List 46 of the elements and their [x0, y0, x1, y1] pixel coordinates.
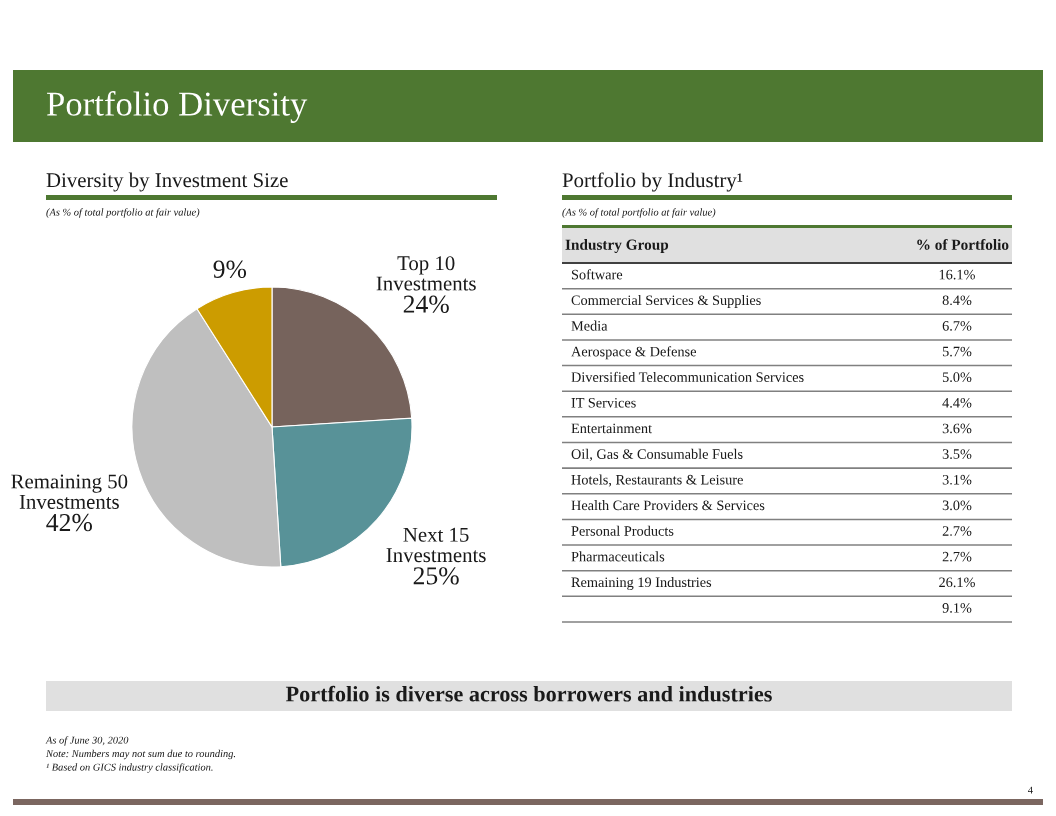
data-label: 16.1% [939, 269, 975, 280]
data-label: 9.1% [942, 603, 972, 613]
text: As of June 30, 2020 [45, 736, 129, 746]
category-label: Entertainment [571, 423, 652, 434]
data-label: 8.4% [942, 295, 972, 306]
data-label: 5.0% [942, 372, 972, 383]
text: % of Portfolio [917, 238, 1009, 250]
data-label: 3.6% [942, 423, 972, 434]
category-label: Software [571, 269, 623, 280]
text: ¹ Based on GICS industry classification. [46, 763, 213, 773]
data-label: 3.0% [942, 500, 972, 511]
data-label: 25% [413, 567, 459, 585]
category-label: Health Care Providers & Services [571, 500, 765, 511]
category-label: Media [571, 320, 608, 331]
text: Portfolio by Industry¹ [562, 172, 743, 192]
data-label: 42% [46, 513, 92, 532]
category-label: Pharmaceuticals [571, 551, 665, 562]
data-label: 9% [213, 260, 247, 278]
text: Portfolio is diverse across borrowers and industries [285, 685, 772, 702]
category-label: Commercial Services & Supplies [571, 294, 761, 308]
category-label: Aerospace & Defense [571, 346, 697, 360]
text: Portfolio Diversity [47, 91, 308, 123]
category-label: IT Services [571, 397, 636, 408]
slice-label: Remaining 50 Investments [11, 474, 128, 509]
text: Industry Group [565, 239, 669, 253]
category-label: Diversified Telecommunication Services [571, 371, 804, 382]
data-label: 6.7% [942, 321, 972, 331]
category-label: Personal Products [571, 525, 674, 536]
category-label: Oil, Gas & Consumable Fuels [571, 448, 743, 461]
slice-label: Next 15 Investments [386, 527, 486, 563]
data-label: 2.7% [942, 551, 972, 562]
data-label: 2.7% [942, 526, 972, 536]
data-label: 3.1% [942, 474, 972, 485]
data-label: 24% [403, 295, 449, 313]
text: (As % of total portfolio at fair value) [562, 208, 716, 218]
text: Note: Numbers may not sum due to rounding. [45, 749, 236, 760]
category-label: Hotels, Restaurants & Leisure [571, 474, 743, 487]
data-label: 3.5% [942, 449, 972, 459]
chart-subtitle: (As % of total portfolio at fair value) [46, 208, 200, 218]
data-label: 5.7% [942, 346, 972, 357]
data-label: 4.4% [942, 397, 972, 408]
slice-label: Top 10 Investments [376, 256, 476, 291]
data-label: 26.1% [939, 577, 975, 588]
chart-title: Diversity by Investment Size [46, 172, 288, 192]
text: 4 [1028, 786, 1033, 794]
category-label: Remaining 19 Industries [571, 576, 712, 591]
